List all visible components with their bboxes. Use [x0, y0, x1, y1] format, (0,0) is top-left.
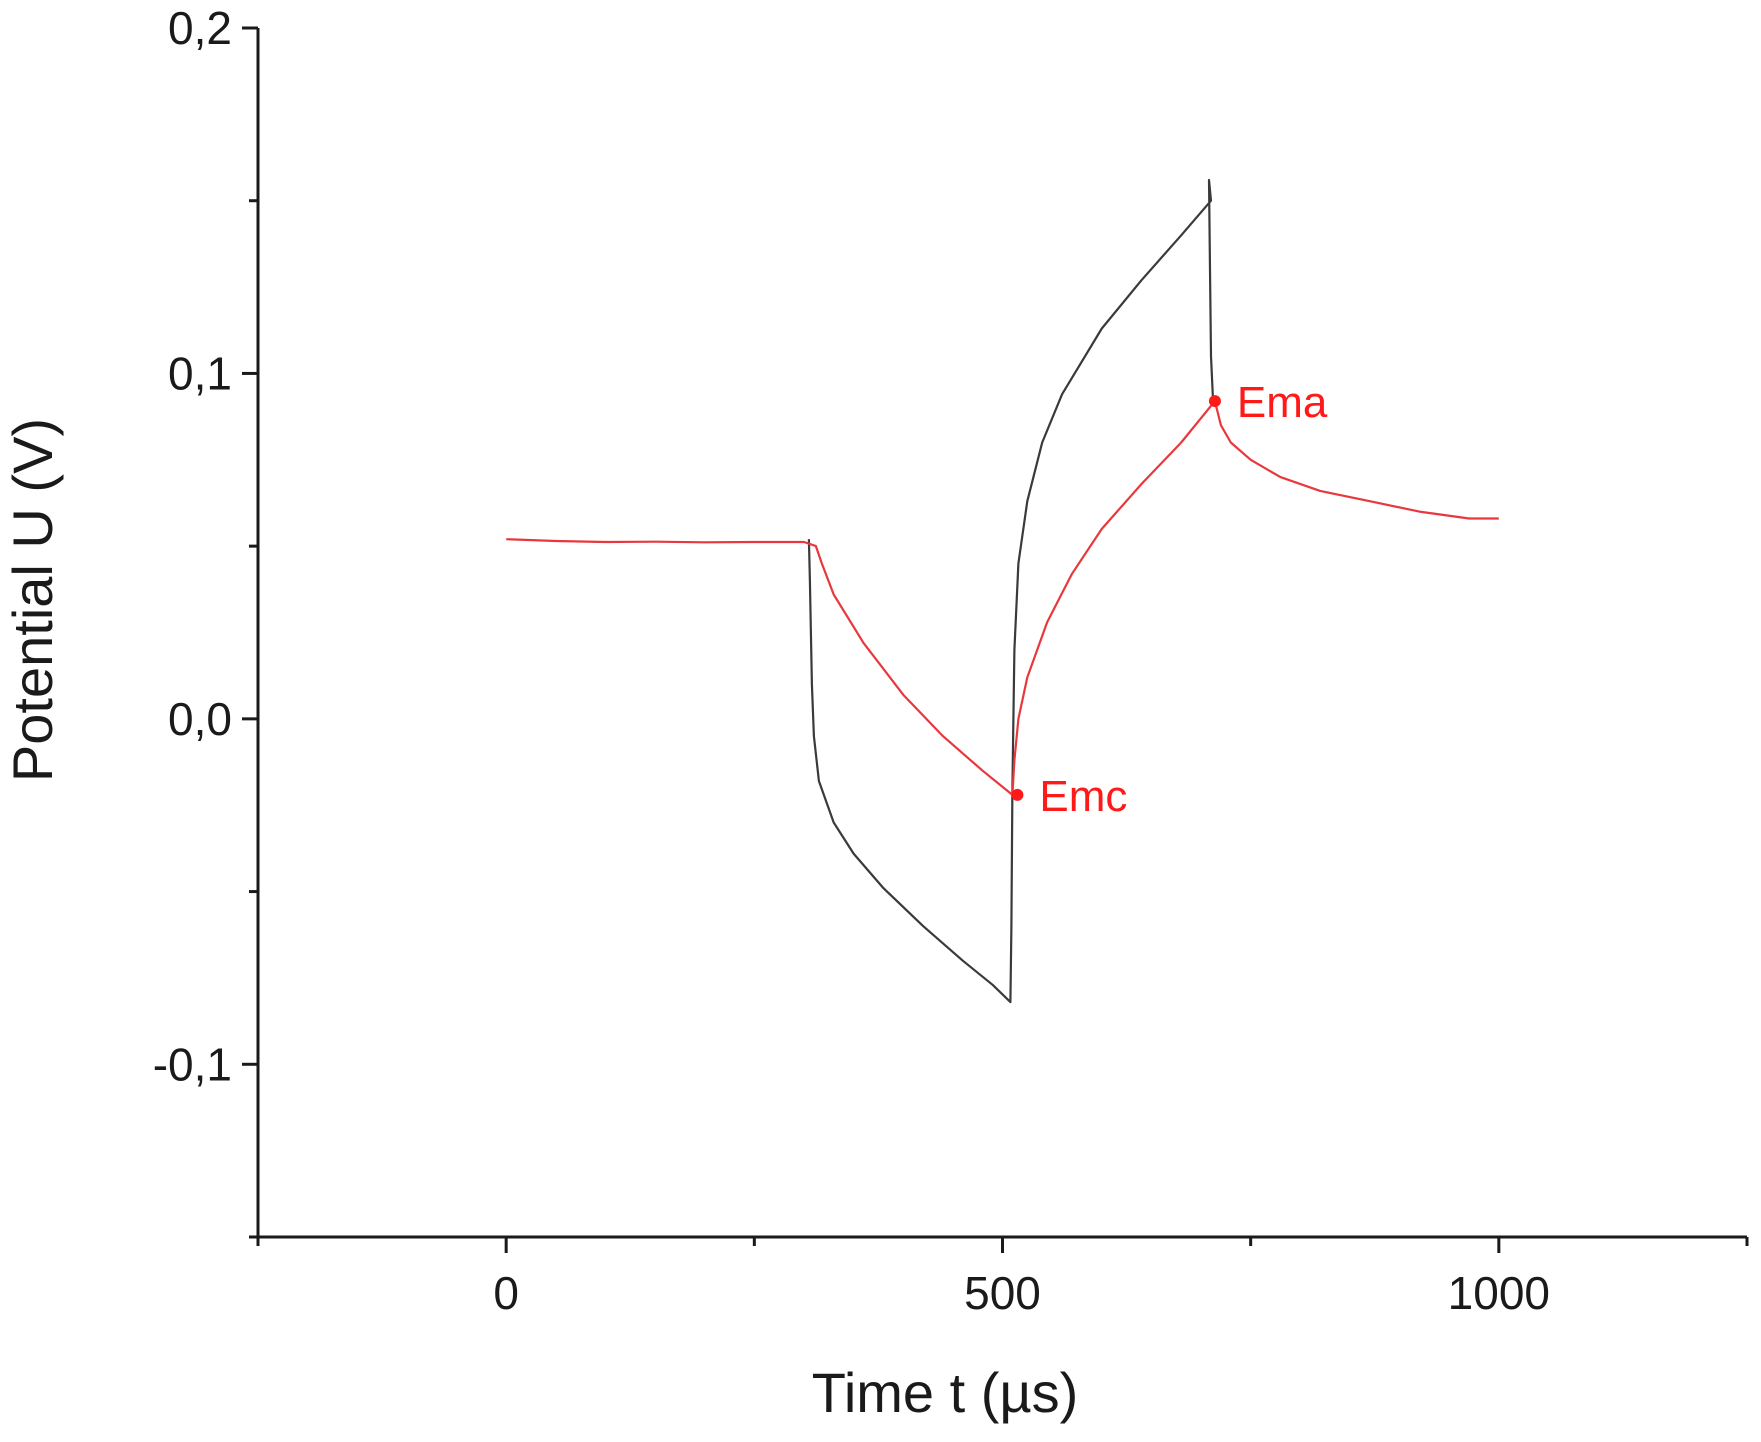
- annotations: Emc Ema: [1011, 378, 1328, 821]
- y-tick-label: -0,1: [153, 1038, 232, 1090]
- axes: -0,1 0,0 0,1 0,2 0 500 1000: [153, 2, 1749, 1319]
- y-axis-title: Potential U (V): [1, 418, 64, 782]
- plot-lines: [506, 178, 1499, 1004]
- x-tick-label: 500: [964, 1267, 1041, 1319]
- annotation-marker-ema: [1208, 395, 1221, 408]
- y-tick-label: 0,1: [168, 347, 232, 399]
- x-tick-label: 1000: [1448, 1267, 1550, 1319]
- annotation-marker-emc: [1011, 788, 1024, 801]
- y-tick-label: 0,2: [168, 2, 232, 54]
- series-line-2: [506, 400, 1499, 796]
- x-axis-title: Time t (µs): [812, 1361, 1079, 1424]
- annotation-label-emc: Emc: [1039, 772, 1127, 821]
- series-line-1: [807, 178, 1214, 1004]
- y-tick-label: 0,0: [168, 693, 232, 745]
- x-tick-label: 0: [493, 1267, 519, 1319]
- annotation-label-ema: Ema: [1237, 378, 1328, 427]
